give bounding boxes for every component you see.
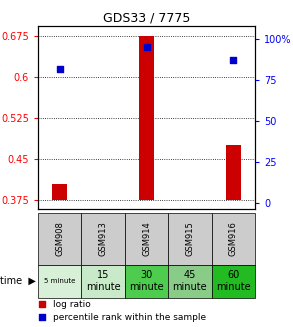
Text: GSM916: GSM916 [229, 221, 238, 256]
Point [231, 58, 236, 63]
Text: GSM908: GSM908 [55, 221, 64, 256]
Point [144, 45, 149, 50]
Text: 5 minute: 5 minute [44, 278, 76, 284]
Point [40, 301, 45, 307]
Bar [168, 265, 212, 298]
Point [57, 66, 62, 71]
Text: 60
minute: 60 minute [216, 270, 251, 292]
Bar [81, 265, 125, 298]
Bar [125, 213, 168, 265]
Bar [226, 145, 241, 200]
Bar [52, 183, 67, 200]
Text: percentile rank within the sample: percentile rank within the sample [53, 313, 206, 322]
Bar [125, 265, 168, 298]
Bar [212, 265, 255, 298]
Bar [212, 213, 255, 265]
Text: 30
minute: 30 minute [129, 270, 164, 292]
Bar [38, 265, 81, 298]
Text: 15
minute: 15 minute [86, 270, 120, 292]
Text: GSM914: GSM914 [142, 221, 151, 256]
Bar [139, 36, 154, 200]
Text: GSM915: GSM915 [185, 221, 194, 256]
Bar [168, 213, 212, 265]
Text: time  ▶: time ▶ [0, 276, 36, 286]
Point [40, 315, 45, 320]
Title: GDS33 / 7775: GDS33 / 7775 [103, 12, 190, 25]
Bar [38, 213, 81, 265]
Bar [81, 213, 125, 265]
Text: 45
minute: 45 minute [173, 270, 207, 292]
Text: GSM913: GSM913 [99, 221, 108, 256]
Text: log ratio: log ratio [53, 300, 91, 309]
